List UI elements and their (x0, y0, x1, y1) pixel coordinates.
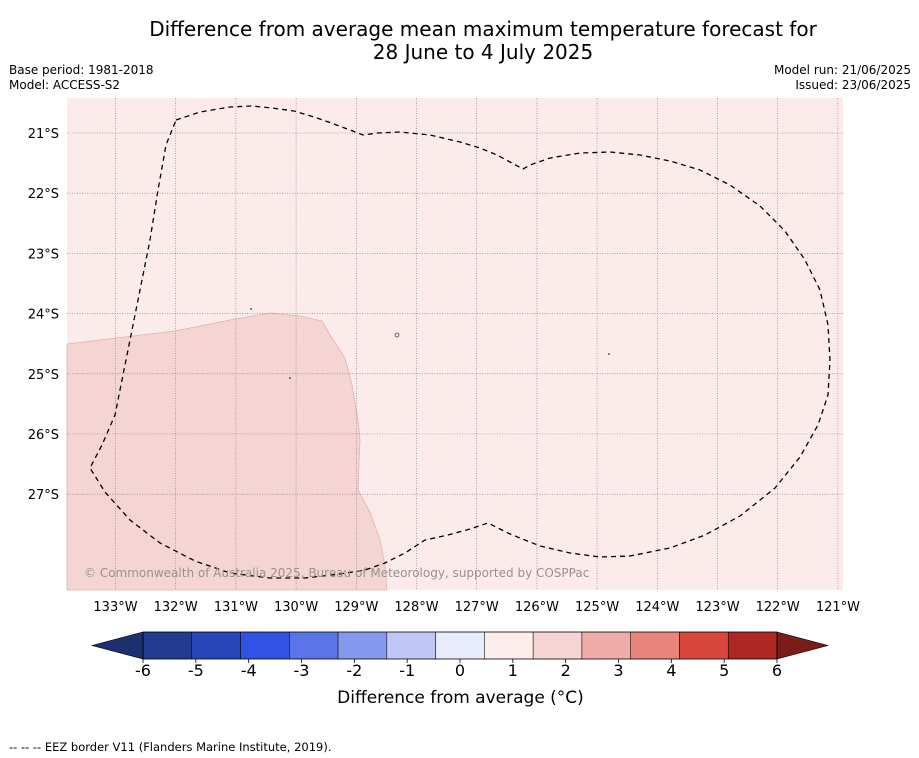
latitude-label: 21°S (28, 127, 59, 142)
longitude-label: 129°W (334, 600, 378, 615)
colorbar-cell (191, 631, 241, 660)
longitude-label: 127°W (455, 600, 499, 615)
longitude-label: 133°W (93, 600, 137, 615)
colorbar-tick-label: -4 (241, 661, 257, 680)
island-marks (250, 308, 610, 379)
colorbar-label: Difference from average (°C) (337, 688, 584, 708)
base-period: Base period: 1981-2018 (9, 63, 154, 77)
island-dot (608, 353, 610, 355)
colorbar-tick-label: -2 (346, 661, 362, 680)
latitude-label: 27°S (28, 488, 59, 503)
colorbar-tick-label: -5 (188, 661, 204, 680)
colorbar-cell (532, 631, 583, 660)
island-dot (250, 308, 252, 310)
latitude-label: 24°S (28, 308, 59, 323)
latitude-label: 26°S (28, 428, 59, 443)
colorbar-over-arrow (776, 631, 830, 660)
copyright-notice: © Commonwealth of Australia 2025, Bureau… (84, 566, 589, 580)
meta-right: Model run: 21/06/2025 Issued: 23/06/2025 (774, 63, 911, 93)
longitude-label: 125°W (575, 600, 619, 615)
colorbar-cell (240, 631, 290, 660)
title-line-1: Difference from average mean maximum tem… (149, 17, 817, 41)
issued-date: Issued: 23/06/2025 (795, 78, 911, 92)
warmer-region (66, 312, 388, 591)
longitude-label: 123°W (695, 600, 739, 615)
colorbar-ticks: -6 -5 -4 -3 -2 -1 0 1 2 3 4 5 6 (135, 659, 782, 680)
colorbar-cells (142, 631, 778, 660)
longitude-label: 130°W (274, 600, 318, 615)
latitude-labels: 21°S 22°S 23°S 24°S 25°S 26°S 27°S (28, 127, 59, 503)
longitude-label: 131°W (214, 600, 258, 615)
model-name: Model: ACCESS-S2 (9, 78, 121, 92)
longitude-label: 126°W (515, 600, 559, 615)
latitude-label: 25°S (28, 368, 59, 383)
latitude-label: 23°S (28, 247, 59, 262)
colorbar-tick-label: 0 (455, 661, 465, 680)
longitude-label: 132°W (154, 600, 198, 615)
model-run: Model run: 21/06/2025 (773, 63, 911, 77)
colorbar-tick-label: 4 (666, 661, 676, 680)
colorbar-tick-label: 3 (613, 661, 623, 680)
colorbar-tick-label: 6 (772, 661, 782, 680)
colorbar-cell (142, 631, 193, 660)
colorbar-tick-label: -6 (135, 661, 151, 680)
colorbar-cell (727, 631, 778, 660)
longitude-label: 122°W (756, 600, 800, 615)
longitude-label: 124°W (635, 600, 679, 615)
colorbar-cell (289, 631, 339, 660)
eez-border (89, 105, 831, 579)
island-ring (394, 332, 400, 338)
colorbar-cell (435, 631, 485, 660)
colorbar-tick-label: -1 (399, 661, 415, 680)
colorbar-cell (581, 631, 631, 660)
colorbar-cell (386, 631, 436, 660)
colorbar-tick-label: -3 (294, 661, 310, 680)
longitude-label: 121°W (816, 600, 860, 615)
colorbar-cell (337, 631, 388, 660)
meta-left: Base period: 1981-2018 Model: ACCESS-S2 (9, 63, 154, 93)
colorbar-cell (484, 631, 534, 660)
colorbar-under-arrow (90, 631, 144, 660)
gridlines (67, 98, 843, 590)
colorbar-tick-label: 2 (561, 661, 571, 680)
colorbar-cell (630, 631, 680, 660)
longitude-label: 128°W (394, 600, 438, 615)
colorbar-cell (679, 631, 729, 660)
colorbar-tick-label: 5 (719, 661, 729, 680)
longitude-labels: 133°W 132°W 131°W 130°W 129°W 128°W 127°W 126°W… (93, 600, 860, 615)
island-dot (289, 377, 291, 379)
eez-footnote: -- -- -- EEZ border V11 (Flanders Marine… (9, 740, 332, 754)
map-title: Difference from average mean maximum tem… (0, 18, 919, 64)
latitude-label: 22°S (28, 187, 59, 202)
colorbar-tick-label: 1 (508, 661, 518, 680)
title-line-2: 28 June to 4 July 2025 (372, 40, 594, 64)
